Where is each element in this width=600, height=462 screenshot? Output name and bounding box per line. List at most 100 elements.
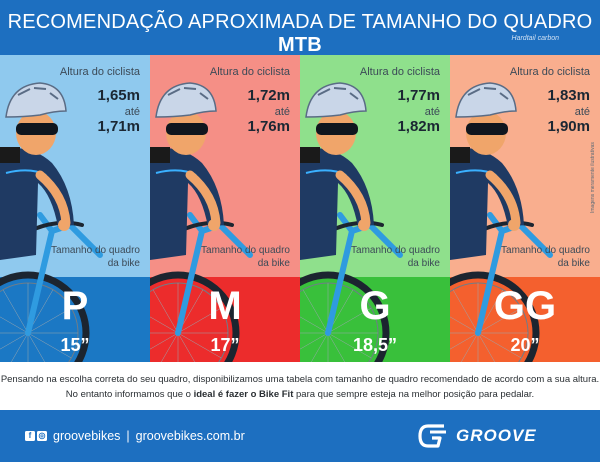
size-letter: G xyxy=(359,284,391,328)
helmet-icon xyxy=(5,82,67,118)
helmet-icon xyxy=(455,82,517,118)
hand xyxy=(58,219,70,231)
wheel-spoke xyxy=(2,289,29,334)
height-label: Altura do ciclista xyxy=(209,66,290,78)
height-label: Altura do ciclista xyxy=(509,66,590,78)
height-between: até xyxy=(424,106,440,118)
helmet-icon xyxy=(155,82,217,118)
wheel-spoke xyxy=(10,332,29,362)
info-line-2: No entanto informamos que o ideal é faze… xyxy=(65,389,535,400)
height-between: até xyxy=(274,106,290,118)
sunglasses-icon xyxy=(316,123,358,135)
height-to: 1,90m xyxy=(547,118,590,135)
jersey xyxy=(450,148,524,260)
helmet-vents xyxy=(467,87,509,100)
wheel-spoke xyxy=(27,332,46,362)
cyclist-illustration xyxy=(450,82,553,362)
height-info: Altura do ciclista 1,83m até 1,90m xyxy=(500,66,590,135)
wheel-spoke xyxy=(300,316,329,334)
panel-lower-bg xyxy=(0,277,150,362)
wheel-spoke xyxy=(27,307,72,334)
wheel-spoke xyxy=(327,332,372,359)
panel-lower-bg xyxy=(450,277,600,362)
footer-bar: f ◎ groovebikes | groovebikes.com.br GRO… xyxy=(0,410,600,462)
wheel-spoke xyxy=(152,289,179,334)
wheel-spoke xyxy=(450,332,479,350)
wheel-spoke xyxy=(27,332,72,359)
hand xyxy=(358,219,370,231)
front-wheel-icon xyxy=(300,271,390,362)
header-bar: RECOMENDAÇÃO APROXIMADA DE TAMANHO DO QU… xyxy=(0,0,600,57)
wheel-spoke xyxy=(302,289,329,334)
footer-separator: | xyxy=(126,429,130,443)
groove-logo-mark-icon xyxy=(418,424,446,448)
info-text: Pensando na escolha correta do seu quadr… xyxy=(0,372,600,402)
cyclist-illustration xyxy=(300,82,403,362)
sunglasses-icon xyxy=(166,123,208,135)
wheel-spoke xyxy=(177,332,222,359)
arm xyxy=(485,170,521,228)
illustration-credit: Imagens meramente ilustrativas xyxy=(590,142,596,213)
size-panel-g: Altura do ciclista 1,77m até 1,82m Taman… xyxy=(300,55,450,362)
frame-size-label: Tamanho do quadro da bike xyxy=(501,245,590,269)
height-between: até xyxy=(124,106,140,118)
panel-lower-bg xyxy=(150,277,300,362)
height-between: até xyxy=(574,106,590,118)
brand-name: GROOVE xyxy=(456,426,537,445)
frame-size-inches: 20” xyxy=(510,335,540,355)
height-info: Altura do ciclista 1,65m até 1,71m xyxy=(50,66,140,135)
frame-size-inches: 17” xyxy=(210,335,240,355)
helmet-vents xyxy=(17,87,59,100)
height-to: 1,82m xyxy=(397,118,440,135)
height-from: 1,65m xyxy=(97,87,140,104)
hand xyxy=(508,219,520,231)
wheel-spoke xyxy=(0,332,29,350)
frame-size-label: Tamanho do quadro da bike xyxy=(201,245,290,269)
sunglasses-icon xyxy=(466,123,508,135)
front-wheel-icon xyxy=(450,271,540,362)
bike-fit-highlight: ideal é fazer o Bike Fit xyxy=(193,389,294,400)
jersey xyxy=(300,148,374,260)
cyclist-illustration xyxy=(0,82,103,362)
page-title: RECOMENDAÇÃO APROXIMADA DE TAMANHO DO QU… xyxy=(0,11,600,57)
neck-shadow xyxy=(0,147,20,163)
wheel-spoke xyxy=(477,332,522,359)
helmet-icon xyxy=(305,82,367,118)
frame-size-inches: 15” xyxy=(60,335,90,355)
panel-lower-bg xyxy=(300,277,450,362)
size-letter: M xyxy=(208,284,242,328)
frame-size-label: Tamanho do quadro da bike xyxy=(51,245,140,269)
wheel-spoke xyxy=(310,332,329,362)
wheel-spoke xyxy=(160,332,179,362)
height-info: Altura do ciclista 1,72m até 1,76m xyxy=(200,66,290,135)
front-wheel-icon xyxy=(0,271,90,362)
height-info: Altura do ciclista 1,77m até 1,82m xyxy=(350,66,440,135)
size-panel-m: Altura do ciclista 1,72m até 1,76m Taman… xyxy=(150,55,300,362)
arm xyxy=(35,170,71,228)
height-to: 1,71m xyxy=(97,118,140,135)
size-letter: P xyxy=(61,284,89,328)
neck-shadow xyxy=(450,147,470,163)
social-links: f ◎ groovebikes | groovebikes.com.br xyxy=(25,427,245,445)
wheel-spoke xyxy=(150,332,179,350)
helmet-vents xyxy=(317,87,359,100)
wheel-spoke xyxy=(450,316,479,334)
groove-logo: GROOVE xyxy=(416,420,566,452)
height-to: 1,76m xyxy=(247,118,290,135)
height-label: Altura do ciclista xyxy=(359,66,440,78)
social-handle[interactable]: groovebikes xyxy=(53,429,121,443)
website-link[interactable]: groovebikes.com.br xyxy=(135,429,245,443)
instagram-icon[interactable]: ◎ xyxy=(37,431,47,441)
wheel-spoke xyxy=(150,316,179,334)
helmet-vents xyxy=(167,87,209,100)
size-letter: GG xyxy=(493,284,557,328)
facebook-icon[interactable]: f xyxy=(25,431,35,441)
frame-size-label: Tamanho do quadro da bike xyxy=(351,245,440,269)
neck-shadow xyxy=(150,147,170,163)
cyclist-illustration xyxy=(150,82,253,362)
height-from: 1,72m xyxy=(247,87,290,104)
page-title-bold: MTB xyxy=(278,34,322,56)
size-panel-gg: Altura do ciclista 1,83m até 1,90m Taman… xyxy=(450,55,600,362)
height-from: 1,83m xyxy=(547,87,590,104)
wheel-spoke xyxy=(177,332,196,362)
